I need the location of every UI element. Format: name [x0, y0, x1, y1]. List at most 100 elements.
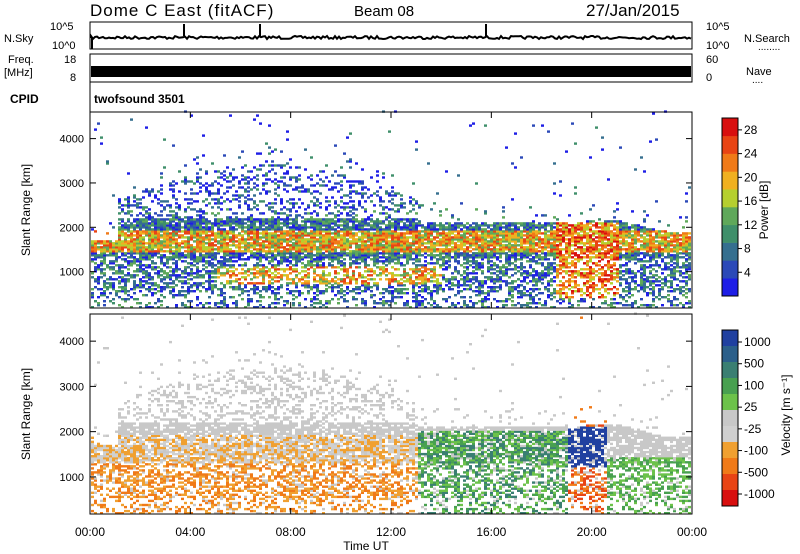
power-cell [406, 300, 409, 303]
power-cell [544, 266, 547, 269]
power-cell [172, 210, 175, 213]
power-cell [448, 252, 451, 255]
power-cell [175, 276, 178, 279]
power-cell [103, 254, 106, 257]
power-cell [178, 230, 181, 233]
power-cell [532, 270, 535, 273]
power-cell [202, 184, 205, 187]
power-cell [433, 256, 436, 259]
power-cell [511, 230, 514, 233]
power-cell [313, 296, 316, 299]
power-cell [181, 252, 184, 255]
power-cell [166, 262, 169, 265]
power-cell [106, 264, 109, 267]
power-cell [496, 244, 499, 247]
power-cell [397, 222, 400, 225]
power-cell [388, 246, 391, 249]
power-cell [385, 252, 388, 255]
power-cell [286, 240, 289, 243]
power-cell [196, 272, 199, 275]
power-cell [148, 256, 151, 259]
power-cell [424, 230, 427, 233]
power-cell [190, 252, 193, 255]
power-cell [250, 188, 253, 191]
power-cell [367, 246, 370, 249]
power-cell [274, 246, 277, 249]
power-cell [418, 294, 421, 297]
power-cell [262, 256, 265, 259]
power-cell [259, 242, 262, 245]
power-cell [346, 292, 349, 295]
power-cell [313, 246, 316, 249]
power-cell [364, 192, 367, 195]
power-cell [520, 246, 523, 249]
power-cell [436, 230, 439, 233]
power-cell [277, 272, 280, 275]
power-cell [358, 182, 361, 185]
power-cell [316, 284, 319, 287]
power-cell [394, 228, 397, 231]
power-cell [352, 256, 355, 259]
power-cell [247, 228, 250, 231]
power-cell [379, 222, 382, 225]
power-cell [412, 250, 415, 253]
power-cell [508, 242, 511, 245]
power-cell [412, 300, 415, 303]
power-cell [253, 248, 256, 251]
power-cell [394, 250, 397, 253]
power-cell [301, 242, 304, 245]
power-cell [328, 248, 331, 251]
power-cell [316, 252, 319, 255]
power-cell [289, 176, 292, 179]
power-cell [484, 254, 487, 257]
power-cell [247, 176, 250, 179]
power-cell [271, 272, 274, 275]
power-cell [538, 278, 541, 281]
power-cell [364, 286, 367, 289]
power-cell [454, 278, 457, 281]
power-cell [208, 282, 211, 285]
power-cell [409, 224, 412, 227]
power-cell [448, 266, 451, 269]
power-cell [103, 272, 106, 275]
power-cell [415, 200, 418, 203]
power-cell [145, 246, 148, 249]
power-cell [484, 232, 487, 235]
power-cell [172, 250, 175, 253]
power-cell [274, 232, 277, 235]
power-cell [226, 186, 229, 189]
power-cell [397, 284, 400, 287]
power-cell [184, 294, 187, 297]
power-cell [343, 242, 346, 245]
power-cell [532, 248, 535, 251]
power-cell [151, 254, 154, 257]
power-cell [100, 136, 103, 139]
power-cell [280, 198, 283, 201]
power-cell [310, 178, 313, 181]
power-cell [238, 238, 241, 241]
power-cell [316, 288, 319, 291]
power-cell [220, 292, 223, 295]
power-cell [124, 236, 127, 239]
power-cell [463, 224, 466, 227]
power-cell [232, 218, 235, 221]
power-cell [391, 294, 394, 297]
power-cell [499, 280, 502, 283]
power-cell [442, 248, 445, 251]
power-cell [370, 296, 373, 299]
power-cell [274, 226, 277, 229]
power-cell [118, 212, 121, 215]
power-cell [409, 200, 412, 203]
power-cell [385, 248, 388, 251]
power-cell [202, 286, 205, 289]
power-cell [172, 270, 175, 273]
power-cell [520, 230, 523, 233]
power-cell [478, 230, 481, 233]
power-cell [121, 232, 124, 235]
power-cell [391, 202, 394, 205]
power-cell [529, 260, 532, 263]
power-cell [211, 162, 214, 165]
power-cell [265, 174, 268, 177]
power-cell [196, 274, 199, 277]
power-cell [358, 228, 361, 231]
